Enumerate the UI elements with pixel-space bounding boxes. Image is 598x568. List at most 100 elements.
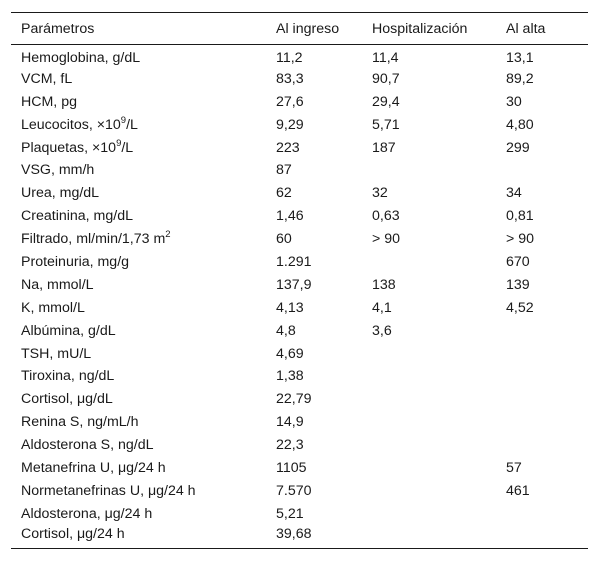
- table-row: Filtrado, ml/min/1,73 m2 60 > 90 > 90: [11, 228, 588, 251]
- param-cell: Aldosterona, μg/24 h: [21, 505, 153, 522]
- value-hospitalizacion: 138: [372, 276, 396, 293]
- param-cell: VCM, fL: [21, 70, 73, 87]
- value-alta: [506, 365, 588, 388]
- value-alta: [506, 525, 588, 548]
- table-row: Cortisol, μg/dL 22,79: [11, 388, 588, 411]
- table-row: Albúmina, g/dL 4,8 3,6: [11, 319, 588, 342]
- value-ingreso: 60: [276, 231, 292, 248]
- table-row: Urea, mg/dL 62 32 34: [11, 182, 588, 205]
- value-ingreso: 4,69: [276, 345, 304, 362]
- param-exponent: 9: [116, 137, 122, 149]
- table-row: Metanefrina U, μg/24 h 1105 57: [11, 457, 588, 480]
- value-hospitalizacion: 90,7: [372, 70, 400, 87]
- table-row: Cortisol, μg/24 h 39,68: [11, 525, 588, 549]
- table-row: VCM, fL 83,3 90,7 89,2: [11, 67, 588, 90]
- table-row: Aldosterona, μg/24 h 5,21: [11, 502, 588, 525]
- value-ingreso: 4,13: [276, 299, 304, 316]
- value-hospitalizacion: [372, 159, 506, 182]
- table-header: Parámetros Al ingreso Hospitalización Al…: [11, 12, 588, 45]
- value-hospitalizacion: 29,4: [372, 93, 400, 110]
- value-hospitalizacion: 0,63: [372, 208, 400, 225]
- param-cell: Creatinina, mg/dL: [21, 208, 133, 225]
- param-cell: Renina S, ng/mL/h: [21, 414, 139, 431]
- value-alta: [506, 388, 588, 411]
- table-row: VSG, mm/h 87: [11, 159, 588, 182]
- header-hospitalizacion: Hospitalización: [372, 20, 468, 37]
- param-cell: Albúmina, g/dL: [21, 322, 116, 339]
- value-alta: [506, 502, 588, 525]
- value-ingreso: 1105: [276, 459, 307, 476]
- value-ingreso: 27,6: [276, 93, 304, 110]
- param-cell: HCM, pg: [21, 93, 77, 110]
- header-al-alta: Al alta: [506, 20, 546, 37]
- value-hospitalizacion: [372, 388, 506, 411]
- value-alta: 461: [506, 482, 530, 499]
- table-row: Leucocitos, ×109/L 9,29 5,71 4,80: [11, 113, 588, 136]
- value-alta: 13,1: [506, 49, 534, 66]
- param-cell: Normetanefrinas U, μg/24 h: [21, 482, 196, 499]
- table-row: TSH, mU/L 4,69: [11, 342, 588, 365]
- value-hospitalizacion: 32: [372, 185, 388, 202]
- value-alta: [506, 434, 588, 457]
- param-cell: Metanefrina U, μg/24 h: [21, 459, 166, 476]
- value-alta: 670: [506, 253, 530, 270]
- value-hospitalizacion: 11,4: [372, 49, 399, 66]
- param-cell: TSH, mU/L: [21, 345, 92, 362]
- value-ingreso: 39,68: [276, 525, 312, 542]
- value-alta: [506, 319, 588, 342]
- param-cell: Tiroxina, ng/dL: [21, 368, 115, 385]
- param-cell: Urea, mg/dL: [21, 185, 100, 202]
- value-ingreso: 223: [276, 139, 300, 156]
- value-ingreso: 62: [276, 185, 292, 202]
- value-hospitalizacion: [372, 479, 506, 502]
- value-hospitalizacion: [372, 525, 506, 548]
- param-cell: Filtrado, ml/min/1,73 m2: [11, 228, 276, 251]
- table-row: Normetanefrinas U, μg/24 h 7.570 461: [11, 479, 588, 502]
- value-alta: 4,52: [506, 299, 534, 316]
- value-hospitalizacion: 3,6: [372, 322, 392, 339]
- header-al-ingreso: Al ingreso: [276, 20, 340, 37]
- param-cell: Leucocitos, ×109/L: [11, 113, 276, 136]
- table-row: Renina S, ng/mL/h 14,9: [11, 411, 588, 434]
- value-ingreso: 11,2: [276, 49, 303, 66]
- table-row: Hemoglobina, g/dL 11,2 11,4 13,1: [11, 45, 588, 68]
- value-ingreso: 1.291: [276, 253, 312, 270]
- param-cell: K, mmol/L: [21, 299, 85, 316]
- value-ingreso: 14,9: [276, 414, 304, 431]
- param-cell: Plaquetas, ×109/L: [11, 136, 276, 159]
- param-unit-suffix: /L: [126, 116, 138, 133]
- param-cell: Hemoglobina, g/dL: [21, 49, 141, 66]
- value-ingreso: 22,3: [276, 437, 304, 454]
- value-alta: 57: [506, 459, 522, 476]
- value-ingreso: 83,3: [276, 70, 304, 87]
- table-row: Na, mmol/L 137,9 138 139: [11, 273, 588, 296]
- param-cell: Na, mmol/L: [21, 276, 94, 293]
- param-cell: VSG, mm/h: [21, 162, 95, 179]
- param-cell: Cortisol, μg/dL: [21, 391, 113, 408]
- value-ingreso: 7.570: [276, 482, 312, 499]
- value-ingreso: 1,38: [276, 368, 304, 385]
- value-hospitalizacion: [372, 251, 506, 274]
- param-exponent: 2: [165, 229, 171, 241]
- value-alta: 4,80: [506, 116, 534, 133]
- param-cell: Cortisol, μg/24 h: [21, 525, 125, 542]
- value-ingreso: 137,9: [276, 276, 312, 293]
- value-alta: 139: [506, 276, 530, 293]
- value-alta: 34: [506, 185, 522, 202]
- value-alta: 30: [506, 93, 522, 110]
- value-alta: 0,81: [506, 208, 534, 225]
- table-row: Tiroxina, ng/dL 1,38: [11, 365, 588, 388]
- param-exponent: 9: [120, 114, 127, 126]
- value-hospitalizacion: [372, 502, 506, 525]
- value-alta: [506, 411, 588, 434]
- param-cell: Proteinuria, mg/g: [21, 253, 130, 270]
- value-alta: > 90: [506, 231, 535, 248]
- param-unit-suffix: /L: [121, 139, 134, 156]
- lab-results-table: Parámetros Al ingreso Hospitalización Al…: [11, 12, 588, 549]
- param-cell: Aldosterona S, ng/dL: [21, 437, 154, 454]
- value-hospitalizacion: [372, 342, 506, 365]
- value-hospitalizacion: [372, 411, 506, 434]
- header-parametros: Parámetros: [21, 20, 95, 37]
- value-alta: 89,2: [506, 70, 534, 87]
